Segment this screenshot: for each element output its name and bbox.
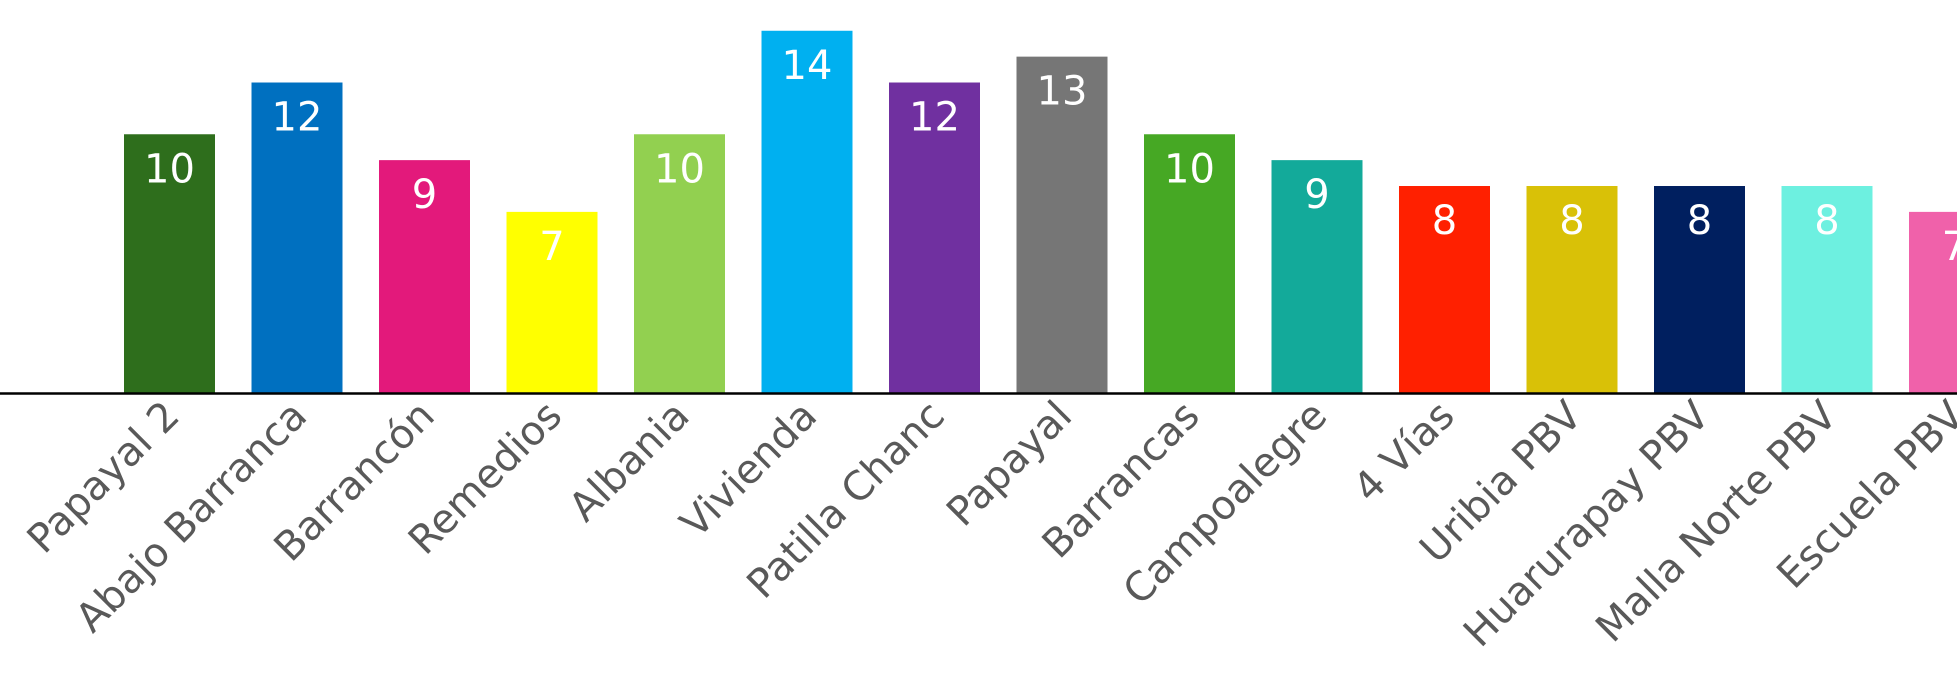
bar: [634, 134, 725, 394]
x-tick-label: Huarurapay PBV: [1455, 392, 1719, 656]
bar-value-label: 8: [1432, 198, 1457, 244]
bar-value-label: 8: [1559, 198, 1584, 244]
bar: [251, 82, 343, 393]
bar-value-label: 8: [1687, 198, 1712, 244]
bar-value-label: 8: [1814, 198, 1839, 244]
x-tick-label: Abajo Barranca: [67, 393, 316, 642]
bar-value-label: 14: [782, 43, 833, 89]
bar-value-label: 12: [909, 95, 960, 141]
bar: [761, 30, 853, 393]
bar-value-label: 10: [654, 146, 705, 192]
bar-value-label: 7: [539, 224, 564, 270]
bar-value-label: 12: [272, 95, 323, 141]
value-labels-group: 10 12 9 7 10 14 12 13 10 9 8 8 8 8 7: [144, 43, 1957, 270]
bar: [889, 82, 980, 393]
bars-group: [124, 30, 1957, 394]
bar: [1526, 186, 1618, 393]
bar: [506, 211, 598, 393]
bar-value-label: 9: [412, 172, 437, 218]
bar-value-label: 10: [1164, 146, 1215, 192]
x-tick-label: 4 Vías: [1345, 393, 1464, 512]
bar: [1399, 186, 1490, 393]
bar: [1144, 134, 1235, 394]
bar-value-label: 13: [1037, 69, 1088, 115]
bar: [1781, 186, 1873, 393]
bar: [1909, 211, 1957, 393]
bar: [379, 160, 470, 393]
bar-value-label: 10: [144, 146, 195, 192]
x-tick-label: Malla Norte PBV: [1587, 392, 1846, 651]
bar: [1654, 186, 1745, 393]
bar: [124, 134, 215, 394]
bar: [1016, 56, 1108, 394]
bar: [1271, 160, 1363, 393]
bar-value-label: 7: [1942, 224, 1957, 270]
bar-value-label: 9: [1304, 172, 1329, 218]
